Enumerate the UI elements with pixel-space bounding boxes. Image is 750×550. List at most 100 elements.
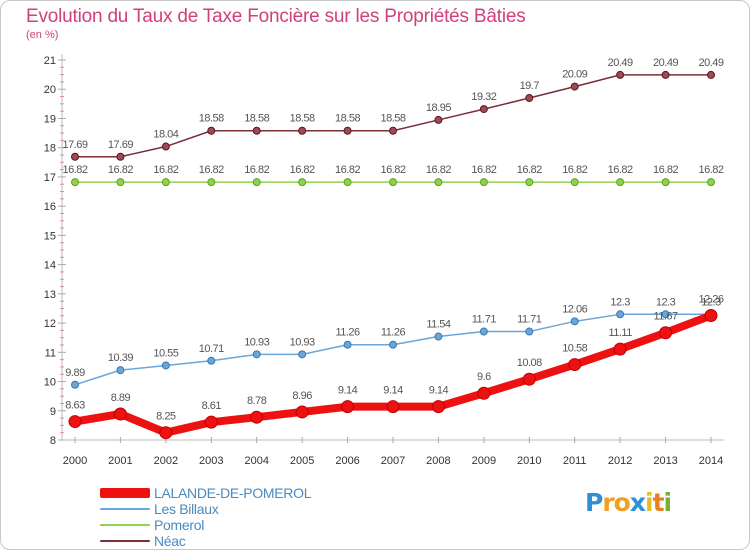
legend-item-lalande[interactable]: LALANDE-DE-POMEROL — [100, 485, 360, 501]
data-label-lalande: 8.61 — [202, 400, 222, 412]
data-label-les-billaux: 11.71 — [517, 314, 542, 326]
data-point-les-billaux — [343, 340, 352, 349]
data-label-lalande: 11.11 — [608, 327, 632, 339]
data-point-lalande — [68, 415, 82, 429]
data-label-neac: 18.58 — [380, 113, 405, 125]
legend-swatch-lalande — [100, 488, 150, 498]
data-label-pomerol: 16.82 — [517, 164, 542, 176]
data-label-neac: 20.49 — [608, 57, 633, 69]
legend-swatch-les-billaux — [100, 508, 150, 510]
data-label-les-billaux: 10.55 — [153, 347, 178, 359]
y-tick-label: 8 — [50, 435, 56, 447]
data-label-les-billaux: 10.71 — [199, 343, 224, 355]
data-label-neac: 18.58 — [199, 113, 224, 125]
data-point-les-billaux — [389, 340, 397, 349]
data-label-lalande: 9.14 — [338, 385, 358, 397]
data-label-pomerol: 16.82 — [199, 164, 224, 176]
data-label-pomerol: 16.82 — [653, 164, 678, 176]
legend-label-pomerol: Pomerol — [154, 517, 205, 533]
data-label-les-billaux: 10.93 — [290, 336, 315, 348]
data-label-pomerol: 16.82 — [380, 164, 405, 176]
data-point-pomerol — [479, 178, 488, 187]
chart-title: Evolution du Taux de Taxe Foncière sur l… — [26, 6, 526, 27]
data-label-pomerol: 16.82 — [698, 164, 723, 176]
data-label-lalande: 10.58 — [562, 343, 587, 355]
data-label-lalande: 9.14 — [429, 385, 449, 397]
legend-item-pomerol[interactable]: Pomerol — [100, 517, 360, 533]
data-label-pomerol: 16.82 — [335, 164, 360, 176]
x-tick-label: 2001 — [108, 455, 132, 467]
data-point-les-billaux — [298, 350, 307, 359]
x-tick-label: 2013 — [653, 455, 677, 467]
data-point-neac — [207, 126, 216, 135]
data-point-pomerol — [161, 178, 170, 187]
data-point-les-billaux — [161, 361, 170, 370]
data-point-lalande — [386, 400, 400, 414]
data-label-pomerol: 16.82 — [562, 164, 587, 176]
x-tick-label: 2006 — [335, 455, 359, 467]
data-point-pomerol — [434, 178, 443, 187]
data-point-les-billaux — [434, 332, 443, 341]
data-label-pomerol: 16.82 — [153, 164, 178, 176]
data-label-les-billaux: 12.3 — [656, 296, 676, 308]
legend-label-les-billaux: Les Billaux — [154, 501, 219, 517]
data-point-pomerol — [661, 178, 670, 187]
data-label-les-billaux: 10.93 — [244, 336, 269, 348]
legend-swatch-pomerol — [100, 524, 150, 526]
data-label-les-billaux: 11.71 — [472, 314, 497, 326]
x-tick-label: 2003 — [199, 455, 223, 467]
data-point-les-billaux — [661, 310, 670, 319]
y-tick-label: 14 — [44, 260, 56, 272]
x-tick-label: 2008 — [426, 455, 450, 467]
data-label-pomerol: 16.82 — [62, 164, 87, 176]
logo-letter: P — [585, 488, 603, 517]
data-label-lalande: 9.6 — [477, 371, 491, 383]
x-tick-label: 2007 — [381, 455, 405, 467]
data-label-lalande: 8.89 — [111, 392, 131, 404]
logo-letter: t — [652, 488, 665, 517]
data-point-pomerol — [252, 178, 261, 187]
data-point-les-billaux — [616, 310, 625, 319]
data-point-lalande — [704, 308, 718, 322]
x-tick-label: 2002 — [154, 455, 178, 467]
data-point-lalande — [341, 400, 355, 414]
data-label-neac: 19.7 — [520, 80, 540, 92]
data-point-lalande — [113, 407, 127, 421]
data-point-pomerol — [207, 178, 216, 187]
data-point-neac — [116, 152, 125, 161]
data-point-pomerol — [616, 178, 625, 187]
data-label-pomerol: 16.82 — [471, 164, 496, 176]
legend-item-les-billaux[interactable]: Les Billaux — [100, 501, 360, 517]
logo-letter: i — [645, 488, 654, 517]
data-point-lalande — [295, 405, 309, 419]
legend: LALANDE-DE-POMEROL Les Billaux Pomerol N… — [100, 485, 360, 549]
logo-letter: i — [663, 488, 673, 517]
data-point-neac — [661, 70, 670, 79]
y-tick-label: 19 — [44, 113, 56, 125]
x-tick-label: 2014 — [699, 455, 723, 467]
data-point-pomerol — [389, 178, 397, 187]
data-label-neac: 20.09 — [562, 69, 587, 81]
y-tick-label: 13 — [44, 289, 56, 301]
x-tick-label: 2000 — [63, 455, 87, 467]
data-point-les-billaux — [71, 380, 79, 389]
data-point-pomerol — [116, 178, 125, 187]
y-tick-label: 10 — [44, 377, 56, 389]
legend-label-neac: Néac — [154, 533, 186, 549]
legend-item-neac[interactable]: Néac — [100, 533, 360, 549]
data-label-lalande: 8.25 — [156, 411, 176, 423]
data-point-lalande — [568, 358, 582, 372]
data-label-lalande: 9.14 — [383, 385, 403, 397]
data-label-lalande: 11.67 — [653, 311, 678, 323]
data-point-les-billaux — [479, 327, 488, 336]
data-label-neac: 18.58 — [335, 113, 360, 125]
data-label-pomerol: 16.82 — [244, 164, 269, 176]
data-label-les-billaux: 12.3 — [610, 296, 630, 308]
data-point-pomerol — [570, 178, 579, 187]
data-point-les-billaux — [570, 317, 579, 326]
data-label-les-billaux: 12.06 — [562, 303, 587, 315]
y-tick-label: 17 — [44, 172, 56, 184]
x-tick-label: 2009 — [472, 455, 496, 467]
data-label-les-billaux: 11.26 — [335, 327, 360, 339]
